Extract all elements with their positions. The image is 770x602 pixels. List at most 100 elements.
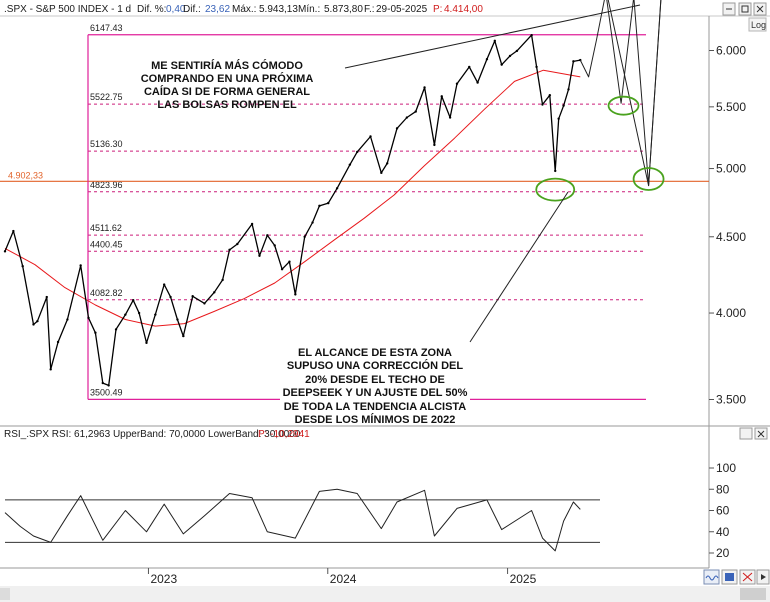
x-tick-label: 2025 — [510, 572, 537, 586]
ma-line — [4, 69, 581, 327]
horizontal-scrollbar[interactable] — [0, 586, 770, 602]
log-scale-toggle[interactable] — [748, 17, 767, 32]
annotation-bottom-line: DESDE LOS MÍNIMOS DE 2022 — [295, 413, 456, 426]
price-point — [335, 187, 339, 190]
rsi-y-tick-label: 100 — [716, 461, 736, 475]
p-value: 4.414,00 — [444, 4, 483, 15]
rsi-series — [4, 488, 581, 552]
fib-level-label: 5522.75 — [90, 92, 123, 102]
dif-pct-label: Dif. %: — [137, 4, 166, 15]
price-point — [440, 95, 443, 98]
dif-pct-value: 0,40 — [166, 4, 186, 15]
scroll-left-arrow[interactable] — [0, 588, 10, 600]
rsi-pane: RSI_.SPX RSI: 61,2963 UpperBand: 70,0000… — [0, 425, 770, 560]
annotation-top-line: CAÍDA SI DE FORMA GENERAL — [144, 85, 310, 98]
projection-path — [607, 0, 662, 187]
y-tick-label: 6.000 — [716, 44, 746, 58]
price-series — [3, 33, 582, 387]
price-point — [405, 116, 409, 119]
price-pane: 3.500 4.000 4.500 5.000 5.500 6.000 6147.43 55… — [0, 0, 770, 568]
price-point — [182, 334, 185, 338]
fib-level-label: 4082.82 — [90, 288, 123, 298]
price-point — [191, 295, 194, 298]
price-point — [562, 104, 565, 107]
price-point — [12, 229, 15, 233]
scrollbar-thumb[interactable] — [740, 588, 766, 600]
maximize-icon — [741, 5, 749, 13]
price-point — [45, 295, 48, 299]
price-point — [508, 54, 512, 58]
wave-tool-button[interactable] — [703, 569, 720, 585]
annotation-bottom-line: DEEPSEEK Y UN AJUSTE DEL 50% — [283, 387, 468, 399]
price-point — [280, 268, 284, 271]
marker-level-label: 4.902,33 — [8, 170, 43, 180]
rsi-maximize-button[interactable] — [739, 427, 753, 440]
min-value: 5.873,80 — [324, 4, 363, 15]
highlight-ellipse — [607, 95, 640, 116]
price-point — [162, 283, 166, 286]
rsi-header: RSI_.SPX RSI: 61,2963 UpperBand: 70,0000… — [4, 429, 301, 440]
x-axis: 2023 2024 2025 — [0, 567, 709, 586]
date-label: F.: — [364, 4, 375, 15]
price-point — [137, 311, 141, 315]
price-point — [530, 33, 533, 37]
close-icon — [757, 430, 765, 438]
close-icon — [742, 572, 753, 582]
price-point — [258, 254, 261, 257]
price-point — [250, 222, 254, 226]
rsi-y-ticks: 20 40 60 80 100 — [709, 461, 736, 560]
fib-level-label: 3500.49 — [90, 387, 123, 397]
price-point — [21, 265, 24, 268]
y-tick-label: 5.500 — [716, 100, 746, 114]
price-point — [213, 291, 216, 294]
price-point — [294, 293, 297, 296]
price-point — [369, 135, 372, 138]
rsi-p-value: P: -10,2941 — [258, 429, 310, 440]
annotation-bottom-bg — [280, 345, 470, 425]
price-point — [541, 103, 544, 106]
price-point — [145, 341, 148, 345]
price-point — [455, 82, 459, 85]
annotation-bottom-line: EL ALCANCE DE ESTA ZONA — [298, 347, 452, 359]
max-value: 5.943,13 — [259, 4, 298, 15]
price-point — [154, 313, 157, 316]
rsi-y-tick-label: 80 — [716, 482, 730, 496]
price-point — [169, 295, 172, 299]
save-icon — [725, 573, 734, 581]
y-tick-label: 4.500 — [716, 230, 746, 244]
fib-level-label: 6147.43 — [90, 23, 123, 33]
price-point — [66, 318, 69, 321]
maximize-panel-button[interactable] — [738, 2, 752, 16]
annotation-top: ME SENTIRÍA MÁS CÓMODO COMPRANDO EN UNA … — [141, 59, 314, 111]
moving-average — [4, 69, 581, 327]
projection-arrows — [579, 0, 662, 187]
price-point — [500, 63, 503, 66]
dif-value: 23,62 — [205, 4, 230, 15]
price-point — [567, 88, 570, 91]
symbol-label: .SPX - S&P 500 INDEX - 1 d — [4, 4, 131, 15]
price-point — [132, 299, 135, 302]
price-point — [395, 127, 399, 130]
price-point — [468, 65, 471, 69]
fib-level-label: 4823.96 — [90, 180, 123, 190]
price-point — [266, 234, 269, 237]
price-point — [485, 57, 489, 61]
price-point — [433, 143, 436, 147]
fib-level-label: 5136.30 — [90, 139, 123, 149]
price-point — [535, 65, 538, 69]
x-ticks: 2023 2024 2025 — [147, 568, 537, 586]
max-label: Máx.: — [232, 4, 256, 15]
panel-controls: Log — [722, 2, 767, 32]
price-point — [311, 221, 314, 224]
price-y-ticks: 3.500 4.000 4.500 5.000 5.500 6.000 — [709, 44, 746, 407]
rsi-y-tick-label: 40 — [716, 525, 730, 539]
annotation-bottom-line: DE TODA LA TENDENCIA ALCISTA — [284, 401, 467, 413]
price-point — [228, 248, 231, 252]
price-point — [493, 39, 497, 43]
arrow-right-icon — [761, 574, 766, 580]
price-point — [572, 60, 575, 63]
price-point — [288, 260, 291, 263]
rsi-line — [4, 488, 581, 552]
price-point — [318, 204, 321, 208]
